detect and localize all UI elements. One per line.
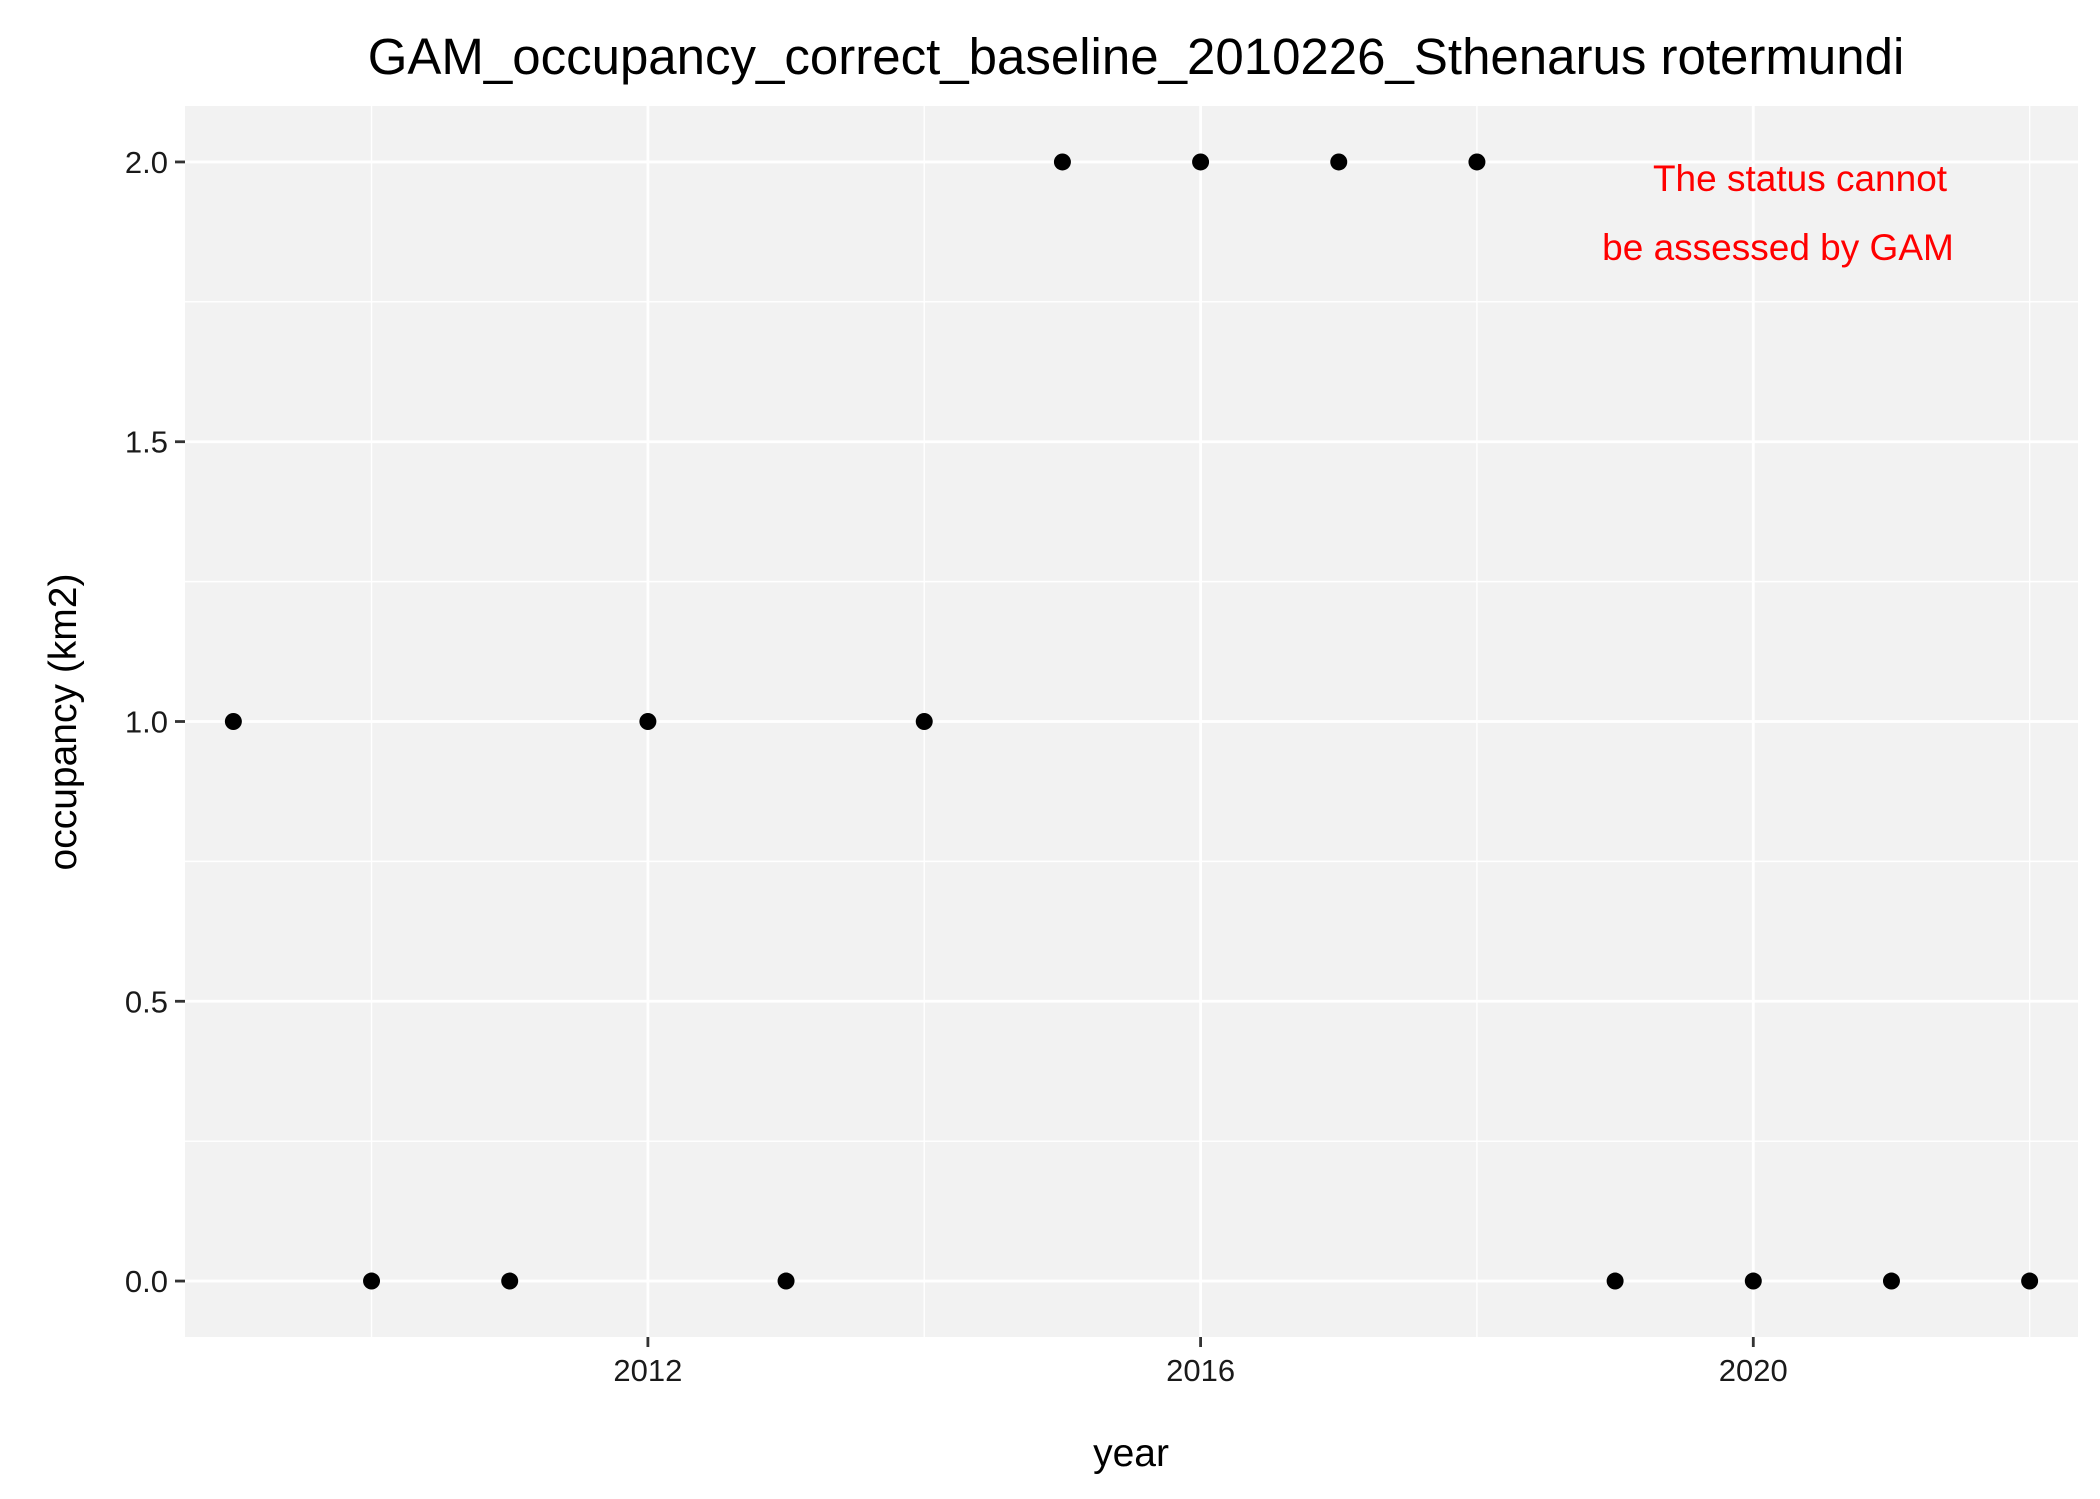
data-point	[1882, 1272, 1900, 1290]
data-point	[1192, 153, 1210, 171]
data-point	[1606, 1272, 1624, 1290]
y-tick-label: 1.0	[125, 705, 168, 740]
x-axis-title: year	[1093, 1432, 1169, 1475]
y-tick-label: 1.5	[125, 425, 168, 460]
data-point	[777, 1272, 795, 1290]
data-points	[224, 153, 2039, 1290]
data-point	[1468, 153, 1486, 171]
data-point	[639, 713, 657, 730]
annotation-line-2: be assessed by GAM	[1602, 227, 1954, 268]
y-tick-label: 0.5	[125, 984, 168, 1019]
chart-title: GAM_occupancy_correct_baseline_2010226_S…	[368, 28, 1905, 85]
y-tick-label: 0.0	[125, 1264, 168, 1299]
y-tick-label: 2.0	[125, 145, 168, 180]
y-axis-title: occupancy (km2)	[42, 574, 85, 871]
status-annotation: The status cannot be assessed by GAM	[1602, 158, 1954, 268]
x-tick-label: 2016	[1166, 1353, 1235, 1388]
data-point	[1053, 153, 1071, 171]
data-point	[1330, 153, 1348, 171]
y-axis-ticks: 0.0 0.5 1.0 1.5 2.0	[125, 145, 185, 1299]
data-point	[2021, 1272, 2039, 1290]
data-point	[224, 713, 242, 730]
x-tick-label: 2012	[613, 1353, 682, 1388]
x-tick-label: 2020	[1719, 1353, 1788, 1388]
data-point	[915, 713, 933, 730]
annotation-line-1: The status cannot	[1653, 158, 1948, 199]
x-axis-ticks: 2012 2016 2020	[613, 1337, 1788, 1388]
data-point	[363, 1272, 381, 1290]
data-point	[1744, 1272, 1762, 1290]
data-point	[501, 1272, 519, 1290]
